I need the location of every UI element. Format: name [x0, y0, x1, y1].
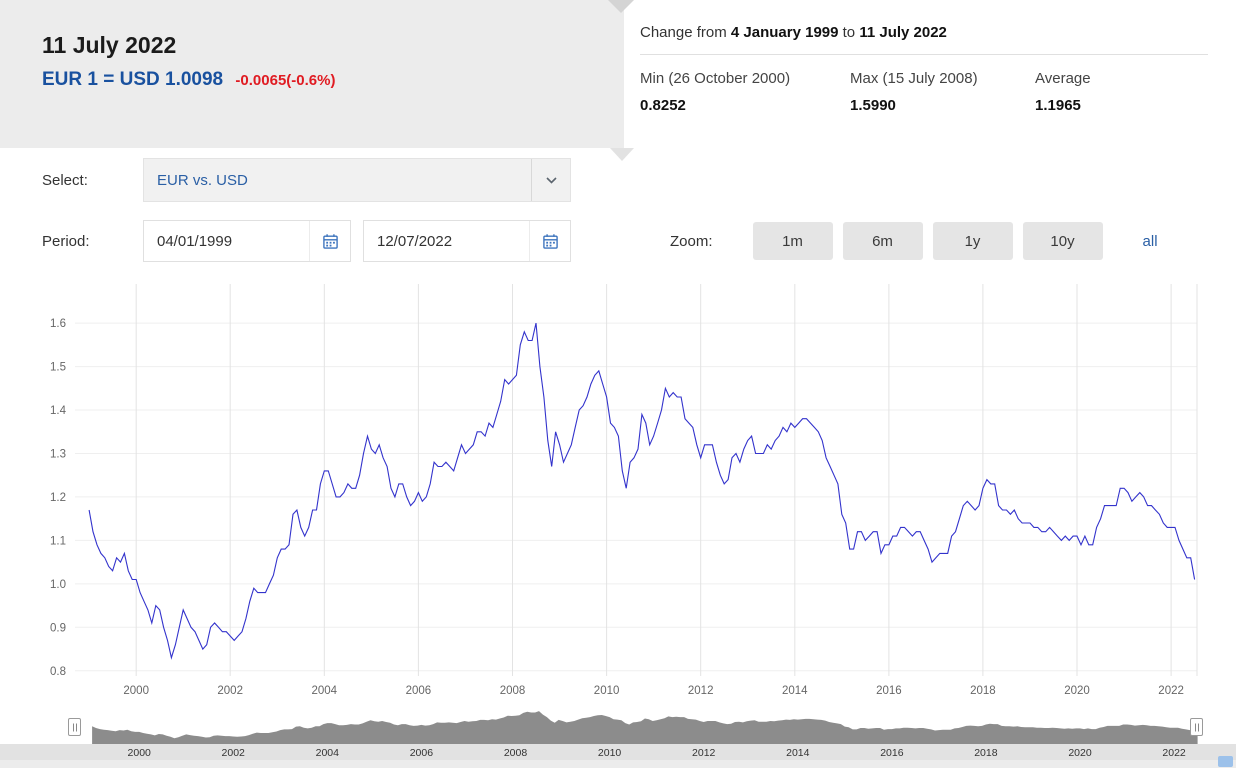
svg-text:2010: 2010: [598, 747, 622, 759]
svg-text:2006: 2006: [406, 685, 432, 697]
svg-text:1.4: 1.4: [50, 405, 67, 417]
svg-text:0.8: 0.8: [50, 666, 66, 678]
header-pointer-notch-icon: [610, 148, 634, 161]
period-from-value: 04/01/1999: [157, 232, 233, 250]
drag-handle-icon: [1194, 723, 1199, 731]
period-from-calendar-button[interactable]: [309, 221, 350, 261]
current-rate-line: EUR 1 = USD 1.0098 -0.0065(-0.6%): [42, 69, 335, 91]
zoom-1m-button[interactable]: 1m: [752, 222, 833, 260]
currency-pair-select[interactable]: EUR vs. USD: [143, 158, 571, 202]
zoom-6m-button[interactable]: 6m: [842, 222, 923, 260]
stat-min-value: 0.8252: [640, 97, 686, 114]
calendar-icon: [322, 233, 338, 249]
period-row: Period: 04/01/1999 12/07/2022: [42, 220, 1236, 262]
zoom-label: Zoom:: [670, 232, 713, 250]
svg-text:1.2: 1.2: [50, 492, 66, 504]
drag-handle-icon: [72, 723, 77, 731]
zoom-10y-button[interactable]: 10y: [1022, 222, 1103, 260]
scrollbar-corner-icon: [1218, 756, 1233, 767]
dropdown-caret-box[interactable]: [531, 159, 570, 201]
svg-text:2022: 2022: [1158, 685, 1184, 697]
svg-text:2008: 2008: [500, 685, 526, 697]
svg-text:1.6: 1.6: [50, 318, 66, 330]
svg-text:2008: 2008: [504, 747, 528, 759]
tooltip-arrow-down-icon: [608, 0, 634, 13]
summary-header: 11 July 2022 EUR 1 = USD 1.0098 -0.0065(…: [0, 0, 1236, 148]
svg-text:2012: 2012: [692, 747, 716, 759]
currency-pair-value: EUR vs. USD: [157, 171, 248, 189]
zoom-group: Zoom: 1m 6m 1y 10y all: [670, 222, 1158, 260]
stat-average-value: 1.1965: [1035, 97, 1081, 114]
change-summary-line: Change from 4 January 1999 to 11 July 20…: [640, 24, 1208, 55]
rate-value: EUR 1 = USD 1.0098: [42, 69, 224, 90]
svg-text:2022: 2022: [1162, 747, 1186, 759]
stat-min: Min (26 October 2000) 0.8252: [640, 70, 850, 114]
select-label: Select:: [42, 171, 88, 189]
svg-text:2020: 2020: [1064, 685, 1090, 697]
stat-max-value: 1.5990: [850, 97, 896, 114]
svg-text:2018: 2018: [974, 747, 998, 759]
svg-text:2012: 2012: [688, 685, 714, 697]
svg-text:2006: 2006: [410, 747, 434, 759]
period-to-calendar-button[interactable]: [529, 221, 570, 261]
period-to-input[interactable]: 12/07/2022: [363, 220, 571, 262]
stat-max: Max (15 July 2008) 1.5990: [850, 70, 1035, 114]
stat-max-label: Max (15 July 2008): [850, 70, 978, 87]
svg-text:1.3: 1.3: [50, 449, 66, 461]
svg-text:0.9: 0.9: [50, 622, 66, 634]
change-connector: to: [842, 24, 856, 41]
page-title: 11 July 2022: [42, 32, 177, 58]
navigator-canvas[interactable]: 2000 2002 2004 2006 2008 2010 2012 2014 2016 2018…: [0, 704, 1236, 760]
select-row: Select: EUR vs. USD: [42, 158, 1236, 202]
exchange-rate-chart[interactable]: 0.8 0.9 1.0 1.1 1.2 1.3 1.4 1.5 1.6 2000 2002 2004 2…: [0, 276, 1236, 702]
change-to-date: 11 July 2022: [859, 24, 947, 41]
svg-text:1.5: 1.5: [50, 362, 66, 374]
stats-row: Min (26 October 2000) 0.8252 Max (15 Jul…: [640, 55, 1208, 114]
svg-text:2016: 2016: [880, 747, 904, 759]
zoom-1y-button[interactable]: 1y: [932, 222, 1013, 260]
calendar-icon: [542, 233, 558, 249]
svg-text:2016: 2016: [876, 685, 902, 697]
svg-text:1.1: 1.1: [50, 535, 66, 547]
zoom-all-button[interactable]: all: [1142, 232, 1158, 250]
navigator-left-handle[interactable]: [68, 718, 81, 736]
period-label: Period:: [42, 232, 90, 250]
stat-average: Average 1.1965: [1035, 70, 1091, 114]
svg-text:2010: 2010: [594, 685, 620, 697]
bottom-strip: [0, 760, 1236, 768]
period-to-value: 12/07/2022: [377, 232, 453, 250]
svg-text:2000: 2000: [123, 685, 149, 697]
chevron-down-icon: [545, 176, 557, 184]
svg-text:2020: 2020: [1068, 747, 1092, 759]
svg-text:2018: 2018: [970, 685, 996, 697]
svg-text:2014: 2014: [782, 685, 808, 697]
navigator-right-handle[interactable]: [1190, 718, 1203, 736]
svg-text:2014: 2014: [786, 747, 810, 759]
change-from-date: 4 January 1999: [730, 24, 839, 41]
chart-canvas[interactable]: 0.8 0.9 1.0 1.1 1.2 1.3 1.4 1.5 1.6 2000 2002 2004 2…: [0, 276, 1236, 702]
change-summary-panel: Change from 4 January 1999 to 11 July 20…: [624, 0, 1236, 148]
chart-navigator[interactable]: 2000 2002 2004 2006 2008 2010 2012 2014 2016 2018…: [0, 704, 1236, 760]
rate-summary: 11 July 2022 EUR 1 = USD 1.0098 -0.0065(…: [42, 32, 335, 91]
svg-text:1.0: 1.0: [50, 579, 66, 591]
svg-text:2004: 2004: [316, 747, 340, 759]
svg-text:2002: 2002: [217, 685, 243, 697]
svg-text:2004: 2004: [312, 685, 338, 697]
change-prefix: Change from: [640, 24, 727, 41]
stat-average-label: Average: [1035, 70, 1091, 87]
stat-min-label: Min (26 October 2000): [640, 70, 791, 87]
period-from-input[interactable]: 04/01/1999: [143, 220, 351, 262]
svg-text:2000: 2000: [128, 747, 152, 759]
svg-text:2002: 2002: [222, 747, 246, 759]
rate-change-badge: -0.0065(-0.6%): [235, 72, 336, 89]
